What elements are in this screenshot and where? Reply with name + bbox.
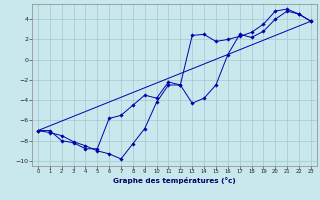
X-axis label: Graphe des températures (°c): Graphe des températures (°c) [113, 177, 236, 184]
